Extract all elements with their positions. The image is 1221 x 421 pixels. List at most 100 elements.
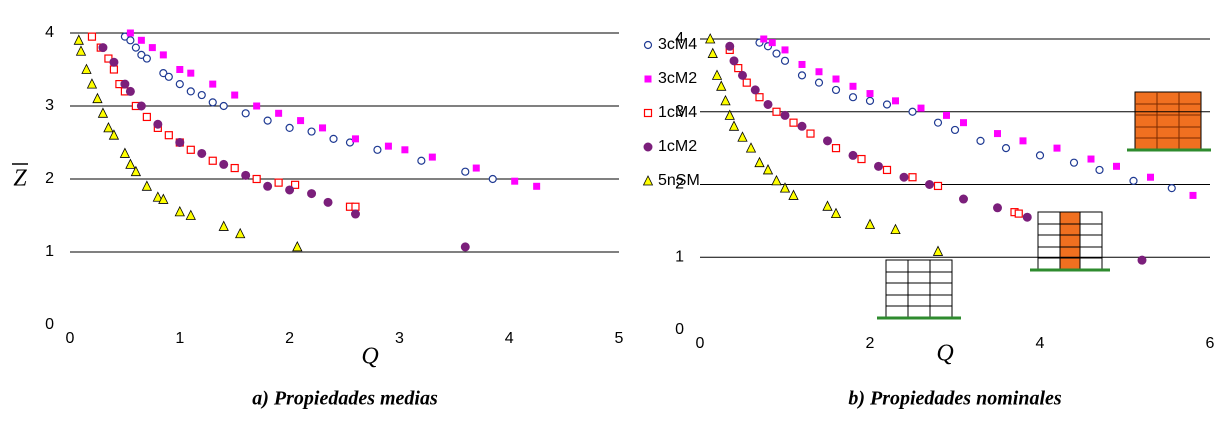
point (779, 182, 791, 193)
point (125, 86, 135, 96)
point (401, 146, 409, 154)
point (275, 109, 283, 117)
point (831, 144, 841, 153)
point (417, 156, 426, 165)
x-tick-label: 1 (175, 330, 184, 347)
point (754, 156, 765, 168)
point (943, 111, 950, 119)
point (848, 150, 858, 160)
point (760, 35, 768, 43)
point (771, 174, 782, 186)
building-full (1134, 91, 1202, 151)
point (1167, 184, 1176, 193)
point (737, 131, 748, 142)
point (109, 57, 119, 67)
point (857, 154, 866, 164)
y-tick-label: 3 (675, 103, 684, 120)
point (137, 50, 146, 60)
legend-label: 1cM4 (658, 104, 697, 121)
point (908, 173, 917, 182)
point (822, 200, 833, 211)
point (253, 102, 261, 110)
point (788, 189, 799, 200)
point (781, 46, 789, 54)
point (932, 245, 944, 256)
point (1147, 173, 1154, 181)
point (789, 118, 798, 127)
point (925, 180, 934, 189)
building-column-infill (1059, 211, 1081, 271)
point (235, 227, 246, 239)
point (908, 107, 917, 116)
point (231, 91, 239, 99)
caption: a) Propiedades medias (252, 388, 438, 410)
point (87, 32, 97, 41)
point (755, 93, 764, 102)
point (1189, 191, 1197, 199)
point (993, 203, 1002, 213)
point (208, 98, 217, 107)
point (488, 174, 497, 184)
point (351, 202, 360, 211)
point (832, 75, 840, 83)
point (428, 153, 436, 161)
point (120, 79, 130, 89)
x-tick-label: 0 (696, 335, 705, 352)
point (219, 159, 229, 169)
y-tick-label: 4 (45, 24, 54, 41)
point (86, 78, 98, 89)
y-tick-label: 3 (45, 97, 54, 114)
point (345, 138, 355, 147)
legend-label: 3cM4 (658, 36, 697, 53)
point (1014, 209, 1023, 218)
point (197, 148, 207, 158)
point (711, 69, 723, 80)
point (959, 194, 968, 204)
point (373, 145, 382, 154)
legend-marker (643, 40, 653, 50)
point (830, 207, 842, 219)
point (292, 240, 303, 252)
point (960, 119, 967, 127)
point (329, 134, 338, 143)
y-tick-label: 2 (45, 170, 54, 187)
point (350, 209, 360, 219)
point (994, 130, 1001, 138)
point (131, 43, 140, 52)
point (323, 197, 333, 207)
point (152, 191, 163, 202)
point (209, 80, 217, 88)
point (1087, 155, 1095, 163)
point (290, 180, 300, 189)
legend-label: 1cM2 (658, 138, 697, 155)
point (219, 101, 228, 111)
point (890, 223, 901, 235)
x-tick-label: 5 (615, 330, 624, 347)
point (1113, 162, 1120, 170)
point (81, 63, 92, 74)
point (92, 92, 103, 104)
y-tick-label: 4 (675, 30, 684, 47)
building-icons (877, 91, 1211, 320)
point (176, 66, 184, 73)
point (307, 127, 316, 136)
point (148, 44, 156, 52)
point (73, 34, 84, 45)
point (187, 69, 195, 77)
point (319, 124, 327, 132)
point (285, 123, 294, 133)
point (1022, 212, 1032, 222)
point (142, 112, 151, 122)
point (108, 129, 120, 140)
point (241, 109, 250, 118)
point (892, 97, 899, 105)
point (218, 220, 229, 231)
point (186, 145, 195, 154)
point (384, 142, 392, 150)
point (849, 82, 857, 90)
point (126, 36, 135, 45)
point (164, 131, 173, 140)
point (780, 110, 790, 120)
